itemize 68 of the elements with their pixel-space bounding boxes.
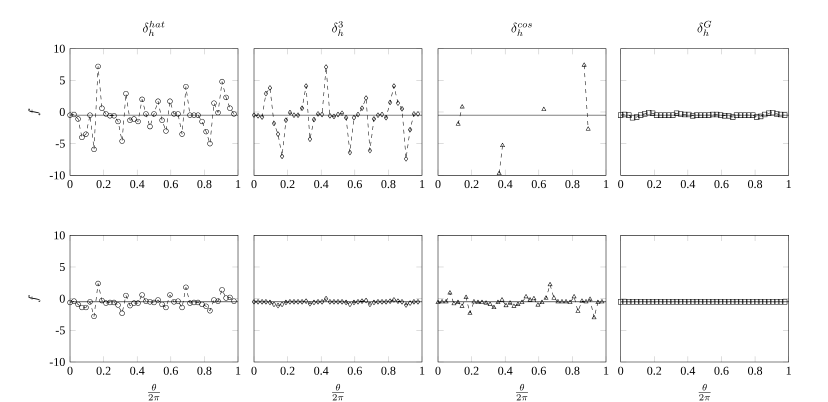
x-tick-label: 0.4 xyxy=(680,180,696,188)
x-tick-label: 0.2 xyxy=(96,366,110,375)
x-tick-label: 1 xyxy=(420,180,424,188)
x-tick-label: 1 xyxy=(604,180,608,188)
chart-title: $\delta_h^{hat}$ xyxy=(143,20,164,36)
x-tick-label: 0.4 xyxy=(498,180,513,188)
x-axis-title: $\frac{\theta}{2\pi}$ xyxy=(516,384,528,400)
x-axis-title: $\frac{\theta}{2\pi}$ xyxy=(148,384,160,400)
x-tick-label: 0.6 xyxy=(714,180,729,188)
x-tick-label: 0.6 xyxy=(348,366,362,375)
x-tick-label: 0 xyxy=(435,180,441,188)
x-tick-label: 0 xyxy=(251,366,257,375)
x-tick-label: 1 xyxy=(786,366,791,375)
x-tick-label: 0.8 xyxy=(381,180,396,188)
x-tick-label: 1 xyxy=(236,180,240,188)
x-tick-label: 0.4 xyxy=(314,180,329,188)
x-tick-label: 0 xyxy=(251,180,257,188)
y-tick-label: 10 xyxy=(54,231,65,240)
x-tick-label: 1 xyxy=(420,366,424,375)
x-tick-label: 0.4 xyxy=(130,366,145,375)
x-tick-label: 1 xyxy=(786,180,791,188)
y-tick-label: -10 xyxy=(50,358,65,366)
chart-title: $\delta_h^{G}$ xyxy=(698,20,712,36)
chart-title: $\delta_h^{cos}$ xyxy=(511,22,532,36)
y-tick-label: 5 xyxy=(60,262,65,271)
x-tick-label: 0.4 xyxy=(498,366,513,375)
x-tick-label: 0.2 xyxy=(647,366,662,375)
x-tick-label: 0.6 xyxy=(714,366,729,375)
x-tick-label: 0.2 xyxy=(96,180,110,188)
x-tick-label: 0 xyxy=(618,366,624,375)
y-tick-label: 10 xyxy=(54,44,65,53)
x-tick-label: 0.2 xyxy=(464,180,478,188)
x-tick-label: 0 xyxy=(618,180,624,188)
x-tick-label: 0.2 xyxy=(280,366,294,375)
x-tick-label: 0.2 xyxy=(280,180,294,188)
x-tick-label: 0 xyxy=(67,366,73,375)
x-tick-label: 0 xyxy=(67,180,73,188)
x-tick-label: 0.8 xyxy=(197,180,212,188)
x-tick-label: 0.8 xyxy=(381,366,396,375)
x-axis-title: $\frac{\theta}{2\pi}$ xyxy=(332,384,344,400)
x-tick-label: 0.8 xyxy=(748,366,762,375)
x-tick-label: 0.6 xyxy=(532,366,546,375)
x-tick-label: 0.6 xyxy=(348,180,362,188)
y-axis-title: $f$ xyxy=(28,108,40,116)
x-tick-label: 0.6 xyxy=(164,180,178,188)
y-tick-label: -5 xyxy=(56,326,65,334)
chart-title: $\delta_h^{3}$ xyxy=(332,21,344,36)
x-tick-label: 0.2 xyxy=(647,180,662,188)
x-axis-title: $\frac{\theta}{2\pi}$ xyxy=(698,384,711,400)
x-tick-label: 0.8 xyxy=(197,366,212,375)
x-tick-label: 0.8 xyxy=(565,180,580,188)
x-tick-label: 0.6 xyxy=(532,180,546,188)
x-tick-label: 1 xyxy=(236,366,240,375)
x-tick-label: 0.8 xyxy=(748,180,762,188)
y-tick-label: 0 xyxy=(60,294,65,303)
x-tick-label: 0.4 xyxy=(130,180,145,188)
x-tick-label: 0 xyxy=(435,366,441,375)
y-tick-label: -5 xyxy=(56,140,65,148)
x-tick-label: 0.2 xyxy=(464,366,478,375)
y-tick-label: 0 xyxy=(60,108,65,116)
x-tick-label: 0.4 xyxy=(680,366,696,375)
x-tick-label: 0.6 xyxy=(164,366,178,375)
y-axis-title: $f$ xyxy=(28,295,40,302)
x-tick-label: 0.8 xyxy=(565,366,580,375)
y-tick-label: 5 xyxy=(60,76,65,84)
x-tick-label: 1 xyxy=(604,366,608,375)
y-tick-label: -10 xyxy=(50,171,65,180)
x-tick-label: 0.4 xyxy=(314,366,329,375)
